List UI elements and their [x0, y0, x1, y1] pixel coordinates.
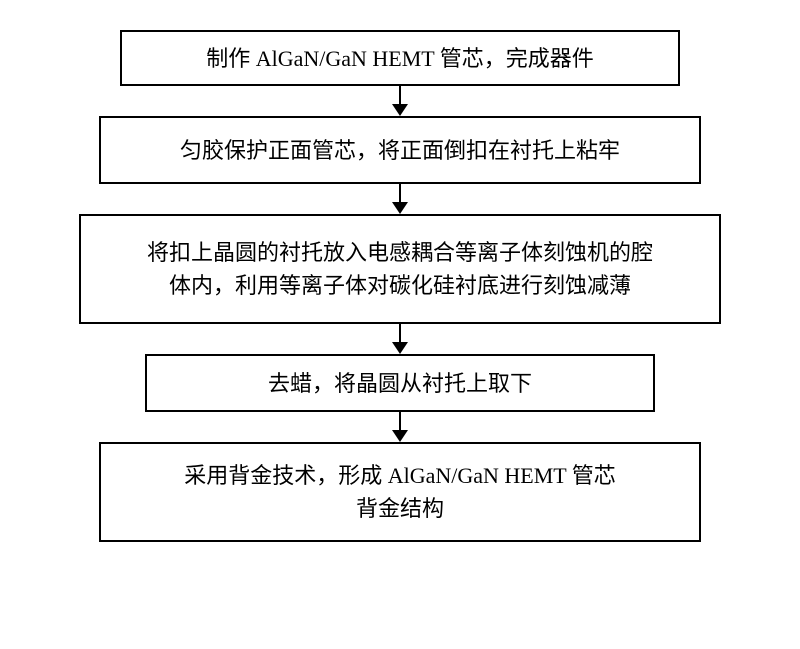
arrow-4 — [392, 412, 408, 442]
flowchart-container: 制作 AlGaN/GaN HEMT 管芯，完成器件 匀胶保护正面管芯，将正面倒扣… — [0, 0, 800, 542]
step-box-1: 制作 AlGaN/GaN HEMT 管芯，完成器件 — [120, 30, 680, 86]
arrow-head-icon — [392, 430, 408, 442]
arrow-line — [399, 86, 401, 104]
arrow-line — [399, 324, 401, 342]
step-text-1: 制作 AlGaN/GaN HEMT 管芯，完成器件 — [206, 42, 594, 75]
step-text-2: 匀胶保护正面管芯，将正面倒扣在衬托上粘牢 — [180, 134, 620, 167]
arrow-2 — [392, 184, 408, 214]
step-text-4: 去蜡，将晶圆从衬托上取下 — [268, 367, 532, 400]
step-text-3: 将扣上晶圆的衬托放入电感耦合等离子体刻蚀机的腔 体内，利用等离子体对碳化硅衬底进… — [147, 236, 653, 302]
arrow-line — [399, 412, 401, 430]
arrow-1 — [392, 86, 408, 116]
step-box-2: 匀胶保护正面管芯，将正面倒扣在衬托上粘牢 — [99, 116, 701, 184]
step-box-5: 采用背金技术，形成 AlGaN/GaN HEMT 管芯 背金结构 — [99, 442, 701, 542]
arrow-line — [399, 184, 401, 202]
arrow-head-icon — [392, 104, 408, 116]
step-box-4: 去蜡，将晶圆从衬托上取下 — [145, 354, 655, 412]
step-text-5: 采用背金技术，形成 AlGaN/GaN HEMT 管芯 背金结构 — [184, 459, 616, 525]
arrow-head-icon — [392, 342, 408, 354]
step-box-3: 将扣上晶圆的衬托放入电感耦合等离子体刻蚀机的腔 体内，利用等离子体对碳化硅衬底进… — [79, 214, 721, 324]
arrow-3 — [392, 324, 408, 354]
arrow-head-icon — [392, 202, 408, 214]
